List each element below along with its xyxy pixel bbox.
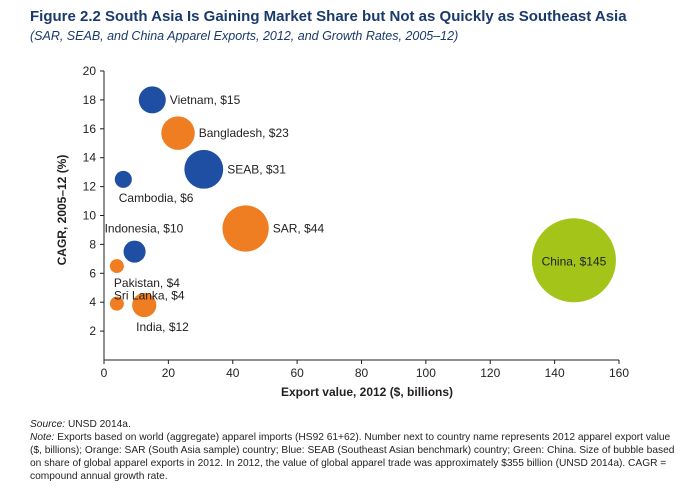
source-line: Source: UNSD 2014a. [30, 418, 680, 431]
bubble-label: Vietnam, $15 [170, 93, 241, 107]
x-tick-label: 60 [290, 366, 304, 380]
bubble-label: China, $145 [542, 254, 607, 268]
bubble-label: Sri Lanka, $4 [114, 289, 185, 303]
bubble [138, 86, 166, 114]
y-tick-label: 14 [83, 151, 97, 165]
note-text: Exports based on world (aggregate) appar… [30, 432, 675, 482]
x-tick-label: 140 [545, 366, 565, 380]
bubble [123, 240, 146, 263]
bubble [109, 259, 124, 274]
bubble [184, 149, 224, 189]
y-tick-label: 20 [83, 64, 97, 78]
y-tick-label: 12 [83, 180, 97, 194]
bubble-label: India, $12 [136, 320, 189, 334]
chart-bubbles [109, 86, 616, 318]
y-tick-label: 16 [83, 122, 97, 136]
x-tick-label: 20 [162, 366, 176, 380]
x-tick-label: 80 [355, 366, 369, 380]
y-tick-label: 8 [89, 237, 96, 251]
x-tick-label: 40 [226, 366, 240, 380]
bubble-label: Indonesia, $10 [105, 222, 184, 236]
bubble-chart: 0 20 40 60 80 100 120 140 160 2 4 6 8 10 12 14 16 18 20 Vi… [55, 64, 630, 399]
chart-bubble-labels: Vietnam, $15 Bangladesh, $23 Cambodia, $6 S… [105, 93, 607, 334]
x-tick-label: 120 [480, 366, 500, 380]
x-axis-label: Export value, 2012 ($, billions) [281, 385, 453, 399]
y-tick-label: 4 [89, 295, 96, 309]
bubble [222, 205, 269, 252]
bubble [109, 296, 124, 311]
y-axis-label: CAGR, 2005–12 (%) [55, 155, 69, 266]
bubble-label: SAR, $44 [273, 222, 325, 236]
note-label: Note: [30, 432, 55, 443]
bubble-label: Bangladesh, $23 [199, 126, 289, 140]
figure-title: Figure 2.2 South Asia Is Gaining Market … [30, 8, 627, 25]
note-line: Note: Exports based on world (aggregate)… [30, 431, 680, 483]
figure-subtitle: (SAR, SEAB, and China Apparel Exports, 2… [30, 29, 459, 43]
y-tick-label: 2 [89, 324, 96, 338]
y-tick-label: 10 [83, 209, 97, 223]
figure-notes: Source: UNSD 2014a. Note: Exports based … [30, 418, 680, 483]
bubble [132, 293, 157, 318]
chart-axes: 0 20 40 60 80 100 120 140 160 2 4 6 8 10 12 14 16 18 20 [83, 64, 630, 380]
bubble-label: Pakistan, $4 [114, 276, 180, 290]
bubble-label: Cambodia, $6 [119, 191, 194, 205]
x-tick-label: 100 [416, 366, 436, 380]
y-tick-label: 18 [83, 93, 97, 107]
bubble [114, 170, 132, 188]
source-text: UNSD 2014a. [65, 419, 131, 430]
bubble-label: SEAB, $31 [227, 162, 286, 176]
source-label: Source: [30, 419, 66, 430]
x-tick-label: 0 [101, 366, 108, 380]
x-tick-label: 160 [609, 366, 629, 380]
figure-header: Figure 2.2 South Asia Is Gaining Market … [30, 8, 690, 43]
bubble [161, 116, 195, 150]
y-tick-label: 6 [89, 266, 96, 280]
bubble [531, 218, 616, 303]
